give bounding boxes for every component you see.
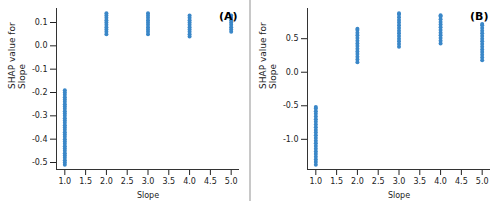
svg-text:3.5: 3.5 <box>162 177 175 186</box>
svg-text:-0.4: -0.4 <box>32 135 48 144</box>
svg-text:3.5: 3.5 <box>413 177 426 186</box>
svg-text:0.1: 0.1 <box>35 18 48 27</box>
svg-text:SHAP value forSlope: SHAP value forSlope <box>7 22 27 89</box>
svg-text:-0.5: -0.5 <box>283 101 299 110</box>
svg-text:Slope: Slope <box>137 191 159 200</box>
svg-text:5.0: 5.0 <box>225 177 238 186</box>
svg-text:-0.5: -0.5 <box>32 158 48 167</box>
svg-text:3.0: 3.0 <box>142 177 155 186</box>
svg-text:-0.2: -0.2 <box>32 88 48 97</box>
svg-text:1.0: 1.0 <box>58 177 71 186</box>
svg-text:0.0: 0.0 <box>35 41 48 50</box>
svg-text:4.0: 4.0 <box>434 177 447 186</box>
svg-text:1.5: 1.5 <box>330 177 343 186</box>
svg-text:-0.3: -0.3 <box>32 111 48 120</box>
svg-text:2.0: 2.0 <box>351 177 364 186</box>
svg-text:SHAP value forSlope: SHAP value forSlope <box>258 22 278 89</box>
svg-text:-0.1: -0.1 <box>32 65 48 74</box>
svg-text:(B): (B) <box>470 10 488 23</box>
svg-text:4.5: 4.5 <box>455 177 468 186</box>
svg-text:Slope: Slope <box>388 191 410 200</box>
svg-text:4.0: 4.0 <box>183 177 196 186</box>
svg-text:1.5: 1.5 <box>79 177 92 186</box>
svg-text:0.5: 0.5 <box>286 34 299 43</box>
svg-text:4.5: 4.5 <box>204 177 217 186</box>
svg-text:2.0: 2.0 <box>100 177 113 186</box>
svg-text:2.5: 2.5 <box>372 177 385 186</box>
svg-text:0.0: 0.0 <box>286 68 299 77</box>
svg-text:1.0: 1.0 <box>309 177 322 186</box>
svg-text:3.0: 3.0 <box>393 177 406 186</box>
svg-text:(A): (A) <box>219 10 238 23</box>
svg-text:5.0: 5.0 <box>476 177 489 186</box>
svg-text:2.5: 2.5 <box>121 177 134 186</box>
svg-text:-1.0: -1.0 <box>283 135 299 144</box>
